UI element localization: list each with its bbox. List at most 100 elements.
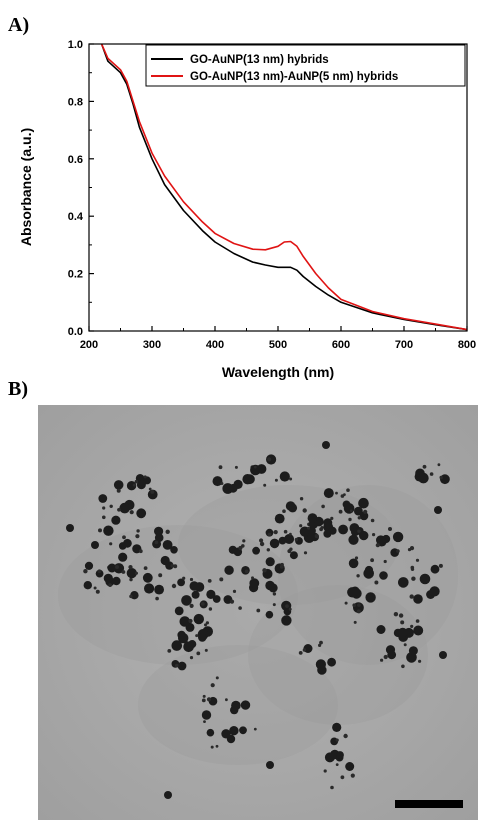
gold-nanoparticle-large [358,497,369,509]
gold-nanoparticle-small [238,606,242,610]
gold-nanoparticle-large [336,751,344,759]
scale-bar [395,800,463,808]
gold-nanoparticle-large [408,646,418,656]
gold-nanoparticle-small [398,613,404,618]
gold-nanoparticle-large [177,578,186,587]
gold-nanoparticle-large [430,564,440,574]
gold-nanoparticle-small [158,573,163,578]
gold-nanoparticle-small [374,580,379,585]
gold-nanoparticle-small [343,733,348,739]
gold-nanoparticle-small [215,676,219,680]
gold-nanoparticle-large [119,502,130,514]
gold-nanoparticle-large [179,616,191,627]
gold-nanoparticle-large [193,613,204,625]
gold-nanoparticle-small [335,491,338,495]
gold-nanoparticle-large [95,569,104,578]
gold-nanoparticle-large [91,541,99,549]
gold-nanoparticle-small [267,457,272,462]
gold-nanoparticle-small [439,475,443,480]
gold-nanoparticle-small [422,464,427,469]
gold-nanoparticle-large [230,705,239,715]
gold-nanoparticle-large [66,524,74,532]
gold-nanoparticle-small [242,539,246,543]
gold-nanoparticle-large [347,587,358,598]
gold-nanoparticle-small [203,720,206,723]
gold-nanoparticle-large [439,651,447,659]
gold-nanoparticle-small [283,529,288,534]
gold-nanoparticle-small [165,529,170,534]
gold-nanoparticle-large [252,546,260,555]
gold-nanoparticle-small [98,528,102,533]
gold-nanoparticle-small [219,577,224,582]
gold-nanoparticle-small [220,482,224,485]
gold-nanoparticle-small [93,586,97,590]
gold-nanoparticle-large [376,535,386,545]
x-tick-label: 700 [395,339,413,351]
gold-nanoparticle-small [200,602,205,606]
gold-nanoparticle-small [115,565,119,569]
gold-nanoparticle-large [240,700,251,710]
gold-nanoparticle-small [396,549,400,553]
gold-nanoparticle-small [97,569,102,573]
tem-image [38,405,478,820]
gold-nanoparticle-large [299,526,310,537]
gold-nanoparticle-small [189,577,194,582]
gold-nanoparticle-large [379,571,388,580]
gold-nanoparticle-small [383,559,387,564]
gold-nanoparticle-large [398,577,409,588]
x-axis-title: Wavelength (nm) [222,364,334,380]
gold-nanoparticle-large [154,584,164,595]
gold-nanoparticle-small [340,494,345,498]
gold-nanoparticle-small [289,477,293,481]
gold-nanoparticle-small [349,509,353,513]
gold-nanoparticle-large [413,625,424,636]
gold-nanoparticle-small [409,594,414,599]
gold-nanoparticle-large [429,586,440,597]
gold-nanoparticle-small [102,515,106,520]
gold-nanoparticle-large [249,578,260,589]
panel-a-label: A) [8,14,30,36]
gold-nanoparticle-large [174,606,184,616]
x-tick-label: 400 [206,339,224,351]
gold-nanoparticle-small [171,583,177,589]
legend-entry: GO-AuNP(13 nm) hybrids [190,54,329,66]
gold-nanoparticle-large [136,508,147,519]
gold-nanoparticle-large [285,501,296,511]
gold-nanoparticle-small [409,546,415,551]
gold-nanoparticle-small [135,534,140,539]
gold-nanoparticle-large [365,592,376,603]
gold-nanoparticle-small [117,508,121,512]
gold-nanoparticle-small [263,483,267,487]
x-tick-label: 200 [80,339,98,351]
gold-nanoparticle-small [138,549,143,554]
gold-nanoparticle-large [289,551,298,560]
gold-nanoparticle-large [419,573,431,585]
gold-nanoparticle-small [129,577,133,582]
sheet-region [248,585,428,725]
gold-nanoparticle-large [183,641,194,653]
graphene-oxide-sheet [58,485,458,765]
gold-nanoparticle-large [212,595,221,603]
gold-nanoparticle-small [109,504,113,508]
gold-nanoparticle-small [175,663,179,668]
gold-nanoparticle-small [210,683,215,688]
gold-nanoparticle-small [356,609,361,614]
gold-nanoparticle-small [330,516,334,520]
gold-nanoparticle-large [239,726,247,735]
gold-nanoparticle-small [353,620,357,624]
y-axis-title: Absorbance (a.u.) [18,128,34,246]
gold-nanoparticle-large [327,657,336,667]
gold-nanoparticle-large [348,534,359,545]
gold-nanoparticle-small [400,620,405,625]
gold-nanoparticle-small [108,583,112,587]
gold-nanoparticle-small [143,475,147,479]
gold-nanoparticle-small [201,698,206,703]
gold-nanoparticle-small [274,478,278,482]
y-tick-label: 0.2 [68,269,83,281]
gold-nanoparticle-small [196,651,201,656]
gold-nanoparticle-large [397,627,408,638]
gold-nanoparticle-small [303,551,308,555]
gold-nanoparticle-small [215,744,219,748]
gold-nanoparticle-small [403,643,407,647]
gold-nanoparticle-small [340,775,345,780]
